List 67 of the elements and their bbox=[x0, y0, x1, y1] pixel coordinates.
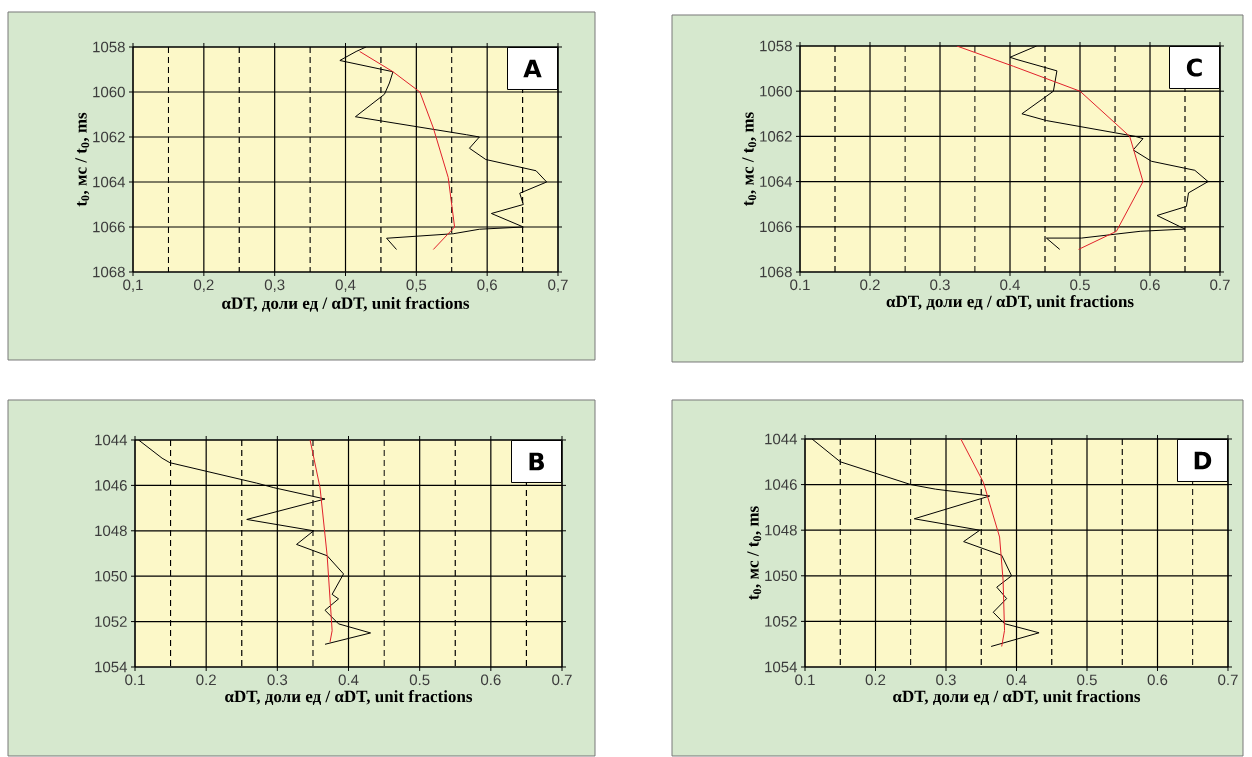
y-tick-label: 1054 bbox=[765, 661, 798, 673]
y-tick-label: 1066 bbox=[93, 221, 125, 233]
x-tick-label: 0.7 bbox=[1218, 674, 1238, 686]
y-tick-label: 1052 bbox=[765, 616, 797, 627]
x-axis-title: αDT, доли ед / αDT, unit fractions bbox=[222, 296, 470, 312]
annotation: C bbox=[1186, 58, 1202, 77]
y-tick-label: 1048 bbox=[95, 525, 127, 537]
y-tick-label: 1048 bbox=[765, 524, 797, 536]
x-tick-label: 0,3 bbox=[264, 279, 285, 292]
y-tick-label: 1068 bbox=[93, 266, 125, 278]
x-tick-label: 0.3 bbox=[930, 279, 950, 291]
y-tick-label: 1050 bbox=[765, 570, 797, 582]
line-series bbox=[359, 50, 456, 250]
annotation: D bbox=[1194, 451, 1212, 470]
x-tick-label: 0.4 bbox=[338, 674, 359, 686]
x-axis-title: αDT, доли ед / αDT, unit fractions bbox=[225, 690, 473, 705]
x-tick-label: 0.1 bbox=[125, 674, 145, 686]
annotation: B bbox=[529, 452, 544, 471]
y-tick-label: 1044 bbox=[95, 434, 128, 446]
x-tick-label: 0,6 bbox=[477, 279, 497, 292]
line-series bbox=[960, 438, 1006, 647]
y-axis-title: t$_{0}$, мс / t$_{0}$, ms bbox=[742, 112, 757, 206]
y-tick-label: 1062 bbox=[93, 131, 125, 143]
y-tick-label: 1064 bbox=[760, 176, 793, 187]
y-tick-label: 1046 bbox=[95, 480, 127, 491]
y-tick-label: 1064 bbox=[93, 176, 126, 188]
line-series bbox=[956, 45, 1144, 250]
y-tick-label: 1052 bbox=[95, 616, 127, 627]
y-tick-label: 1050 bbox=[95, 570, 127, 582]
x-tick-label: 0.5 bbox=[409, 674, 430, 686]
annotation: A bbox=[523, 59, 542, 78]
x-axis-title: αDT, доли ед / αDT, unit fractions bbox=[886, 295, 1134, 310]
x-tick-label: 0.7 bbox=[552, 674, 572, 686]
x-tick-label: 0,7 bbox=[548, 279, 568, 292]
x-tick-label: 0.3 bbox=[267, 674, 288, 686]
x-tick-label: 0,1 bbox=[123, 279, 143, 292]
x-tick-label: 0.6 bbox=[1140, 279, 1160, 291]
x-tick-label: 0,2 bbox=[194, 279, 214, 292]
x-axis-title: αDT, доли ед / αDT, unit fractions bbox=[893, 690, 1141, 705]
y-tick-label: 1062 bbox=[760, 131, 792, 142]
x-tick-label: 0.5 bbox=[1077, 674, 1097, 686]
y-tick-label: 1060 bbox=[760, 85, 792, 97]
y-axis-title: t$_{0}$, мс / t$_{0}$, ms bbox=[747, 506, 762, 600]
x-tick-label: 0.3 bbox=[936, 674, 956, 686]
x-tick-label: 0.6 bbox=[480, 674, 501, 686]
x-tick-label: 0.5 bbox=[1070, 279, 1090, 291]
x-tick-label: 0.4 bbox=[1006, 674, 1027, 686]
x-tick-label: 0.6 bbox=[1147, 674, 1168, 686]
y-axis-title: t$_{0}$, мс / t$_{0}$, ms bbox=[75, 112, 90, 207]
x-tick-label: 0.2 bbox=[860, 279, 880, 291]
x-tick-label: 0.2 bbox=[865, 674, 886, 686]
y-tick-label: 1044 bbox=[765, 433, 798, 445]
line-series bbox=[309, 439, 333, 643]
x-tick-label: 0,4 bbox=[335, 279, 356, 292]
y-tick-label: 1066 bbox=[760, 221, 792, 233]
y-tick-label: 1046 bbox=[765, 479, 797, 490]
y-tick-label: 1060 bbox=[93, 86, 125, 98]
x-tick-label: 0.7 bbox=[1210, 279, 1230, 291]
x-tick-label: 0.1 bbox=[795, 674, 815, 686]
y-tick-label: 1058 bbox=[93, 41, 125, 53]
x-tick-label: 0.4 bbox=[1000, 279, 1020, 291]
x-tick-label: 0.1 bbox=[790, 279, 810, 291]
y-tick-label: 1068 bbox=[760, 266, 792, 278]
x-tick-label: 0,5 bbox=[406, 279, 427, 292]
x-tick-label: 0.2 bbox=[196, 674, 216, 686]
y-tick-label: 1054 bbox=[95, 661, 128, 673]
y-tick-label: 1058 bbox=[760, 40, 792, 52]
